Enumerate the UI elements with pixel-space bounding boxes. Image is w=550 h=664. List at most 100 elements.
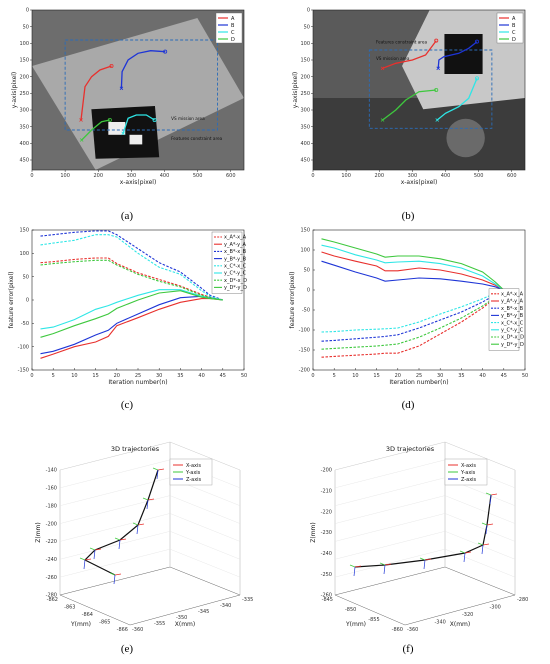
pose-y-axis <box>114 537 121 541</box>
series-line-7 <box>321 238 505 291</box>
trajectory3d-panel-e: 3D trajectories -140 -160 -180 -200 -220 -240 -… <box>35 441 253 633</box>
box-edge <box>129 594 241 626</box>
x-tick-label: 600 <box>226 173 236 179</box>
pose-z-axis <box>156 469 159 480</box>
x-tick-label: 25 <box>416 373 422 379</box>
legend-entry: x_C*-x_C <box>224 264 247 270</box>
x-axis-label: X(mm) <box>175 621 195 628</box>
pose-z-axis <box>481 544 484 555</box>
y-tick-label: -200 <box>299 368 310 374</box>
x-tick-label: 0 <box>311 173 314 179</box>
legend-entry: A <box>512 16 516 22</box>
y-axis-label: y-axis(pixel) <box>11 72 18 109</box>
legend-entry: x_C*-x_C <box>501 320 524 326</box>
mission-area-box <box>368 49 493 129</box>
panel-label-a: (a) <box>121 210 134 222</box>
trajectory-b <box>120 50 166 89</box>
y-tick-label: 0 <box>26 8 29 14</box>
pose-frame <box>152 467 165 480</box>
pose-x-axis <box>137 523 145 526</box>
error-chart-panel-c: 0 5 10 15 20 25 30 35 40 45 50 -150 -100 -50 0 50 100 150… <box>8 228 247 386</box>
y-tick-label: 150 <box>300 228 310 234</box>
legend-entry: D <box>512 37 516 43</box>
pose-frame <box>485 492 498 505</box>
pose-z-axis <box>146 499 149 510</box>
x-tick-label: -340 <box>435 620 446 626</box>
pose-x-axis <box>114 573 122 576</box>
z-tick-label: -260 <box>46 575 57 581</box>
grid-line <box>444 513 516 542</box>
y-tick-label: -50 <box>302 308 310 314</box>
box-edge <box>334 441 446 471</box>
box-edge <box>169 566 241 596</box>
trajectory-end-marker <box>109 64 114 69</box>
pose-y-axis <box>477 542 484 546</box>
legend-entry: B <box>512 23 516 29</box>
legend-entry: Z-axis <box>186 477 202 483</box>
legend-entry: y_C*-y_C <box>224 271 247 277</box>
y-tick-label: 50 <box>23 24 29 30</box>
x-tick-label: 0 <box>30 173 33 179</box>
grid-line <box>334 477 446 506</box>
series-line-6 <box>321 289 505 350</box>
panel-label-f: (f) <box>403 643 414 655</box>
y-tick-label: 250 <box>19 91 29 97</box>
pose-frame <box>79 557 92 570</box>
pose-z-axis <box>353 566 356 577</box>
series-line-4 <box>40 234 223 301</box>
y-axis-label: feature error(pixel) <box>8 272 15 329</box>
x-tick-label: 40 <box>198 373 204 379</box>
z-tick-label: -200 <box>46 521 57 527</box>
grid-line <box>59 495 171 524</box>
trajectory-start-marker <box>119 86 124 91</box>
x-tick-label: -350 <box>176 615 187 621</box>
trajectory-a <box>382 40 437 69</box>
y-tick-label: 450 <box>300 158 310 164</box>
pose-x-axis <box>147 498 155 501</box>
y-tick-label: -100 <box>299 328 310 334</box>
z-tick-label: -240 <box>321 551 332 557</box>
y-tick-label: 250 <box>300 91 310 97</box>
legend-entry: y_B*-y_B <box>501 313 524 319</box>
trajectory-d <box>382 89 437 121</box>
pose-z-axis <box>463 552 466 563</box>
machine-area <box>313 98 525 170</box>
x-tick-label: -345 <box>198 609 209 615</box>
x-tick-label: 600 <box>507 173 517 179</box>
x-tick-label: 10 <box>71 373 77 379</box>
grid-line <box>334 531 446 560</box>
pose-y-axis <box>132 522 139 526</box>
pose-y-axis <box>152 467 159 471</box>
panel-label-b: (b) <box>402 210 415 222</box>
y-tick-label: 100 <box>300 41 310 47</box>
z-tick-label: -280 <box>46 593 57 599</box>
y-tick-label: -150 <box>18 368 29 374</box>
pose-x-axis <box>486 523 494 526</box>
x-axis-label: Iteration number(n) <box>389 379 448 386</box>
pose-x-axis <box>84 558 92 561</box>
box-label: VS mission area <box>171 116 205 121</box>
legend-entry: Z-axis <box>461 477 477 483</box>
trajectory-b <box>437 41 478 69</box>
x-tick-label: 25 <box>135 373 141 379</box>
legend-box <box>211 231 243 294</box>
x-tick-label: 20 <box>114 373 120 379</box>
y-tick-label: 100 <box>19 41 29 47</box>
pose-z-axis <box>423 559 426 570</box>
pose-z-axis <box>118 539 121 550</box>
x-tick-label: -300 <box>490 605 501 611</box>
trajectory-start-marker <box>380 66 385 71</box>
pose-frame <box>89 547 102 560</box>
legend-entry: x_B*-x_B <box>224 249 247 255</box>
trajectory3d-panel-f: 3D trajectories -200 -210 -220 -230 -240 -250 -… <box>310 441 528 633</box>
x-tick-label: 15 <box>92 373 98 379</box>
x-tick-label: 50 <box>241 373 247 379</box>
x-tick-label: 5 <box>333 373 336 379</box>
z-tick-label: -230 <box>321 530 332 536</box>
trajectory-start-marker <box>121 131 125 136</box>
series-line-5 <box>321 244 505 291</box>
series-line-0 <box>40 257 223 301</box>
z-tick-label: -260 <box>321 593 332 599</box>
trajectory-end-marker <box>474 76 479 81</box>
